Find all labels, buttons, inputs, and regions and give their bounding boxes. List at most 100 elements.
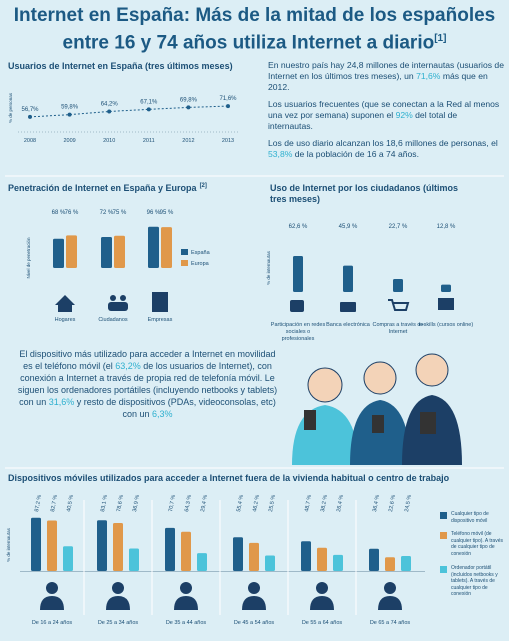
value-label: 46,2 % [252, 494, 261, 512]
bar [401, 556, 411, 571]
y-axis-label: % de personas [8, 92, 13, 123]
value-label: 64,3 % [184, 494, 193, 512]
chart-title-note: [2] [199, 183, 207, 189]
value-label: 40,5 % [66, 494, 75, 512]
title-note: [1] [434, 33, 447, 44]
x-tick-label: 2013 [222, 138, 234, 144]
person-icon [180, 582, 192, 594]
x-tick-label: 2012 [182, 138, 194, 144]
bar [197, 553, 207, 571]
legend-label: Cualquier tipo de dispositivo móvil [451, 511, 489, 524]
value-label: 36,4 % [372, 494, 381, 512]
x-tick-label: e-skills (cursos online) [418, 322, 474, 328]
bar [97, 520, 107, 571]
value-label: 59,8% [61, 105, 79, 111]
bar [385, 557, 395, 571]
value-label: 95 % [160, 210, 174, 216]
device [372, 415, 384, 433]
text-run: En nuestro país hay 24,8 millones de int… [268, 60, 504, 81]
value-label: 83,1 % [100, 494, 109, 512]
y-axis-label: % de internautas [266, 250, 271, 285]
value-label: 22,6 % [388, 494, 397, 512]
y-axis-label: % de internautas [6, 527, 11, 562]
chart-title: Uso de Internet por los ciudadanos (últi… [270, 183, 459, 204]
bar [249, 542, 259, 571]
value-label: 38,2 % [320, 494, 329, 512]
value-label: 62,6 % [289, 224, 308, 230]
highlight: 31,6% [48, 397, 75, 407]
bar [301, 541, 311, 571]
x-tick-label: 2011 [143, 138, 155, 144]
value-label: 55,4 % [236, 494, 245, 512]
x-tick-label: 2010 [103, 138, 115, 144]
person-head [307, 367, 343, 403]
x-tick-label: De 35 a 44 años [166, 620, 207, 626]
value-label: 12,8 % [437, 224, 456, 230]
x-tick-label: De 65 a 74 años [370, 620, 411, 626]
highlight: 71,6% [416, 71, 441, 81]
legend-swatch [440, 566, 447, 573]
person-head [363, 361, 397, 395]
paragraph: Los de uso diario alcanzan los 18,6 mill… [268, 138, 504, 160]
value-label: 56,7% [21, 107, 39, 113]
bar [101, 237, 112, 268]
paragraph: El dispositivo más utilizado para accede… [15, 348, 280, 420]
x-tick-label: Compras a través de Internet [372, 322, 424, 335]
bar [31, 517, 41, 571]
person-head [415, 353, 449, 387]
person-body [292, 405, 358, 465]
person-icon [316, 582, 328, 594]
value-label: 69,8% [180, 97, 198, 103]
value-label: 26,4 % [336, 494, 345, 512]
value-label: 45,9 % [339, 224, 358, 230]
text-block: El dispositivo más utilizado para accede… [15, 348, 280, 426]
x-tick-label: 2009 [63, 138, 75, 144]
value-label: 48,7 % [304, 494, 313, 512]
highlight: 6,3% [152, 409, 173, 419]
bar [441, 284, 451, 292]
bar [129, 548, 139, 571]
x-tick-label: De 16 a 24 años [32, 620, 73, 626]
icons [55, 292, 454, 312]
legend-label: España [191, 250, 211, 256]
value-label: 71,6% [219, 96, 237, 102]
point [146, 107, 151, 112]
value-label: 70,7 % [168, 494, 177, 512]
cart-icon [388, 299, 410, 311]
x-tick-label: Banca electrónica [326, 322, 370, 328]
people-illustration [292, 353, 462, 465]
bar [63, 546, 73, 571]
person-icon [384, 582, 396, 594]
network-icon [290, 300, 304, 312]
computer-icon [438, 298, 454, 310]
card-icon [340, 302, 356, 312]
chart-title: Dispositivos móviles utilizados para acc… [8, 473, 450, 483]
point [28, 114, 32, 119]
point [186, 105, 191, 110]
page-title: Internet en España: Más de la mitad de l… [4, 4, 505, 54]
bar [369, 548, 379, 571]
highlight: 92% [395, 110, 413, 120]
device [304, 410, 316, 430]
highlight: 63,2% [115, 361, 141, 371]
x-tick-label: Participación en redes sociales o profes… [270, 322, 326, 342]
text-run: El dispositivo más utilizado para accede… [19, 349, 276, 371]
house-icon [55, 295, 75, 312]
legend-label: Europa [191, 261, 210, 267]
text-run: Los de uso diario alcanzan los 18,6 mill… [268, 138, 498, 148]
bar [293, 256, 303, 292]
bar [233, 537, 243, 571]
bar [66, 235, 77, 268]
legend-swatch [181, 249, 188, 255]
value-label: 64,2% [101, 101, 119, 107]
legend-swatch [440, 512, 447, 519]
bar [181, 531, 191, 571]
bar [53, 238, 64, 268]
point [226, 104, 230, 109]
person-icon [310, 596, 334, 610]
value-label: 78,6 % [116, 494, 125, 512]
bar [333, 554, 343, 571]
legend-swatch [181, 260, 188, 266]
chart-title: Usuarios de Internet en España (tres últ… [8, 61, 233, 71]
